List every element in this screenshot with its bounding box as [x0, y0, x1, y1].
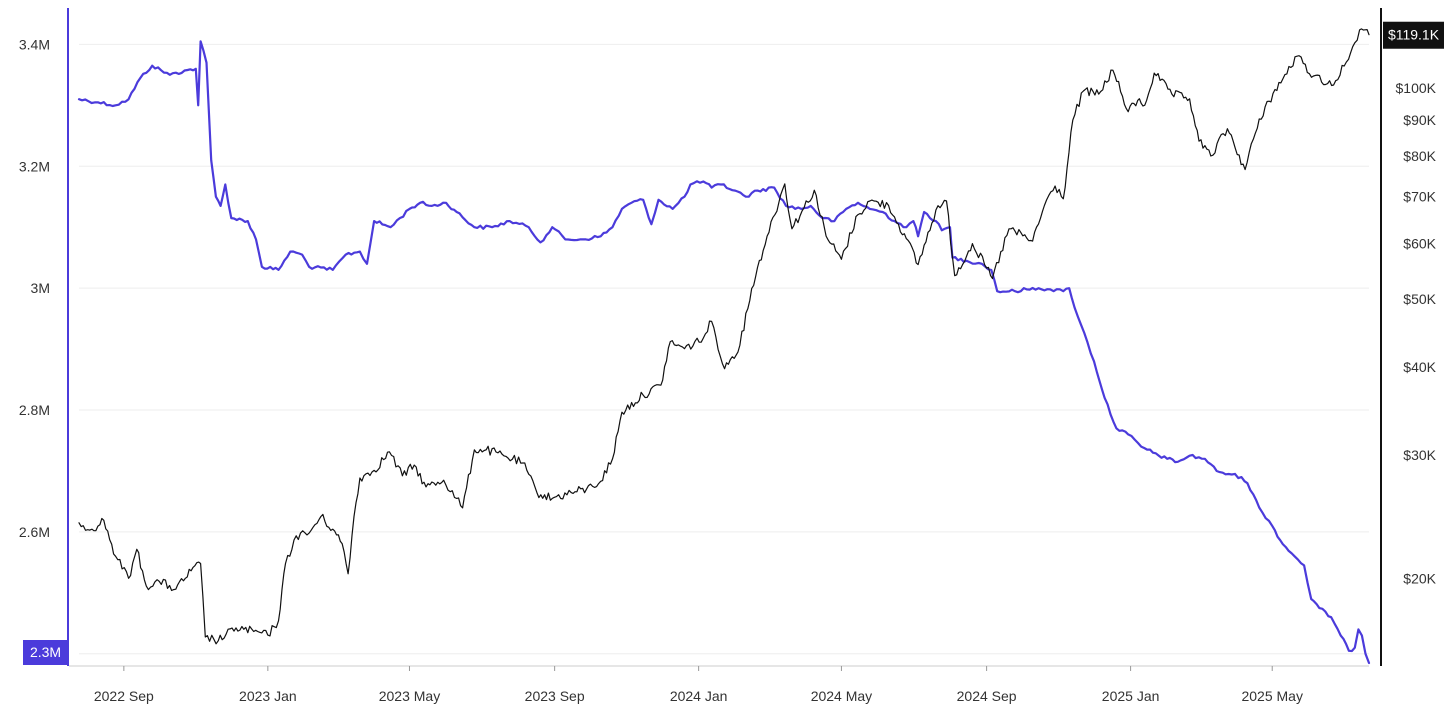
right-axis: $100K $90K $80K $70K $60K $50K $40K $30K $20K: [1396, 80, 1437, 586]
right-current-badge: $119.1K: [1383, 21, 1444, 49]
right-tick-label: $20K: [1403, 570, 1436, 586]
x-tick-label: 2024 May: [811, 688, 872, 704]
right-tick-label: $30K: [1403, 447, 1436, 463]
x-tick-label: 2023 Jan: [239, 688, 297, 704]
x-axis: 2022 Sep 2023 Jan 2023 May 2023 Sep 2024 Jan…: [94, 666, 1303, 704]
left-current-badge-bg: [23, 640, 68, 665]
left-current-badge-label: 2.3M: [30, 644, 61, 660]
left-tick-label: 2.6M: [19, 524, 50, 540]
left-tick-label: 3.2M: [19, 158, 50, 174]
x-tick-label: 2025 May: [1241, 688, 1302, 704]
left-tick-label: 3M: [31, 280, 50, 296]
gridlines: [79, 43, 1369, 655]
right-tick-label: $50K: [1403, 291, 1436, 307]
x-tick-label: 2025 Jan: [1102, 688, 1160, 704]
right-tick-label: $100K: [1396, 80, 1437, 96]
x-tick-label: 2024 Sep: [957, 688, 1017, 704]
right-current-badge-label: $119.1K: [1388, 27, 1440, 43]
series-layer: [77, 28, 1371, 665]
x-tick-label: 2023 May: [379, 688, 440, 704]
right-tick-label: $40K: [1403, 359, 1436, 375]
series-line-right: [78, 28, 1370, 645]
right-current-badge-bg: [1383, 21, 1444, 49]
series-line-left: [77, 40, 1371, 665]
x-tick-label: 2024 Jan: [670, 688, 728, 704]
right-tick-label: $60K: [1403, 236, 1436, 252]
x-tick-label: 2022 Sep: [94, 688, 154, 704]
left-current-badge: 2.3M: [23, 640, 68, 665]
x-tick-label: 2023 Sep: [525, 688, 585, 704]
left-tick-label: 2.8M: [19, 402, 50, 418]
right-tick-label: $90K: [1403, 112, 1436, 128]
right-tick-label: $80K: [1403, 148, 1436, 164]
left-tick-label: 3.4M: [19, 36, 50, 52]
right-tick-label: $70K: [1403, 189, 1436, 205]
